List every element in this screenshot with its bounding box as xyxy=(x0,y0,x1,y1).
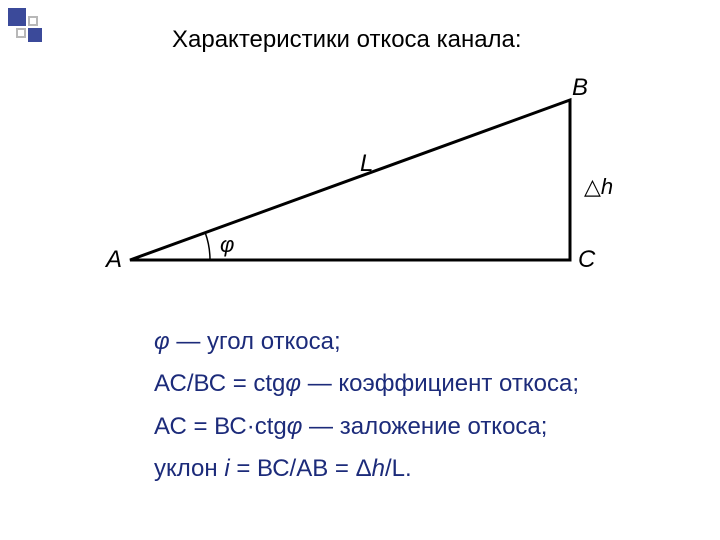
delta-symbol: △ xyxy=(584,174,601,199)
formula-3-desc: — заложение откоса; xyxy=(302,413,547,440)
formula-4-p1: уклон xyxy=(154,455,224,482)
phi-variable: φ xyxy=(154,328,170,355)
hypotenuse-label-l: L xyxy=(360,150,373,178)
formula-3-lhs: АС = ВС·ctg xyxy=(154,413,287,440)
formula-4-p3: /L. xyxy=(385,455,412,482)
height-variable-h: h xyxy=(372,455,385,482)
formula-4-p2: = ВС/АВ = Δ xyxy=(230,455,372,482)
formula-line-2: АС/ВС = ctgφ — коэффициент откоса; xyxy=(154,368,674,400)
vertex-label-a: A xyxy=(106,246,122,274)
formula-2-lhs: АС/ВС = ctg xyxy=(154,370,285,397)
formula-block: φ — угол откоса; АС/ВС = ctgφ — коэффици… xyxy=(154,326,674,496)
deco-square xyxy=(28,16,38,26)
slide-bullet-decoration xyxy=(8,8,56,42)
height-variable-h: h xyxy=(601,174,613,199)
formula-line-3: АС = ВС·ctgφ — заложение откоса; xyxy=(154,411,674,443)
deco-square xyxy=(16,28,26,38)
deco-square xyxy=(28,28,42,42)
formula-1-text: — угол откоса; xyxy=(170,328,341,355)
formula-line-4: уклон i = ВС/АВ = Δh/L. xyxy=(154,453,674,485)
formula-line-1: φ — угол откоса; xyxy=(154,326,674,358)
phi-variable: φ xyxy=(285,370,301,397)
slope-triangle-diagram: A B C L φ △h xyxy=(100,70,620,280)
deco-square xyxy=(8,8,26,26)
vertex-label-b: B xyxy=(572,74,588,102)
height-label-dh: △h xyxy=(584,174,613,200)
angle-label-phi: φ xyxy=(220,232,234,258)
slide-title: Характеристики откоса канала: xyxy=(172,26,522,54)
vertex-label-c: C xyxy=(578,246,595,274)
phi-variable: φ xyxy=(287,413,303,440)
formula-2-desc: — коэффициент откоса; xyxy=(301,370,579,397)
